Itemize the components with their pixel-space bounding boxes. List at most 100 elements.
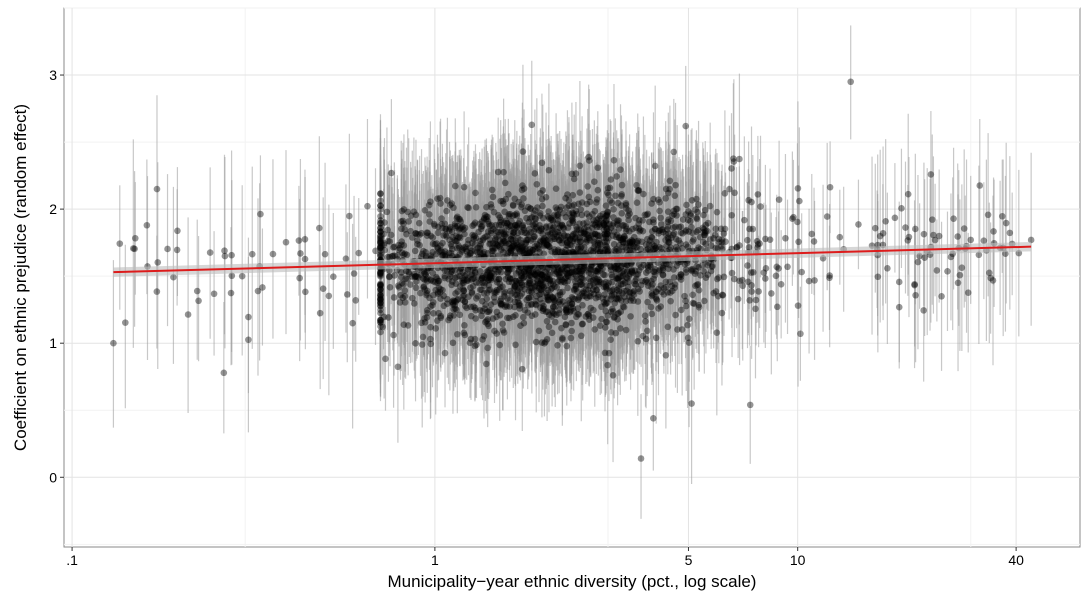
data-point [499, 248, 507, 256]
data-point [756, 240, 763, 247]
data-point [634, 298, 642, 305]
data-point [615, 275, 622, 282]
data-point [626, 239, 634, 246]
data-point [461, 272, 469, 279]
data-point [430, 309, 437, 317]
data-point [372, 247, 379, 255]
data-point [688, 267, 696, 275]
data-point [692, 267, 700, 275]
data-point [410, 208, 418, 215]
data-point [495, 231, 503, 239]
data-point [613, 231, 621, 239]
data-point [436, 194, 444, 202]
data-point [554, 263, 562, 270]
data-point [602, 224, 610, 231]
data-point [736, 277, 743, 285]
data-point [500, 237, 507, 245]
data-point [642, 335, 650, 343]
data-point [593, 268, 601, 275]
data-point [589, 286, 597, 294]
data-point [493, 289, 500, 296]
data-point [486, 271, 494, 279]
data-point [170, 273, 177, 281]
data-point [480, 290, 488, 297]
data-point [451, 274, 459, 282]
data-point [478, 218, 486, 225]
data-point [464, 275, 472, 282]
data-point [511, 282, 519, 290]
data-point [492, 236, 499, 244]
data-point [448, 281, 455, 289]
data-point [518, 273, 525, 280]
data-point [377, 242, 384, 250]
data-point [435, 309, 442, 317]
data-point [596, 212, 604, 220]
data-point [564, 191, 571, 198]
data-point [544, 241, 551, 249]
data-point [569, 219, 577, 227]
data-point [583, 294, 591, 301]
data-point [665, 236, 672, 243]
data-point [206, 249, 214, 256]
data-point [569, 209, 576, 216]
data-point [534, 266, 541, 273]
data-point [519, 247, 526, 255]
data-point [603, 230, 611, 238]
data-point [739, 276, 746, 284]
data-point [546, 237, 554, 245]
data-point [562, 213, 570, 221]
data-point [462, 271, 470, 279]
data-point [572, 278, 579, 286]
data-point [558, 265, 565, 273]
data-point [377, 281, 384, 289]
data-point [784, 263, 791, 271]
data-point [604, 189, 611, 196]
data-point [532, 220, 539, 228]
data-point [398, 225, 405, 233]
data-point [517, 269, 525, 277]
data-point [486, 306, 493, 314]
data-point [606, 287, 614, 295]
data-point [399, 249, 406, 257]
data-point [944, 267, 951, 275]
data-point [702, 221, 710, 229]
data-point [383, 208, 391, 216]
data-point [500, 329, 508, 336]
data-point [454, 295, 462, 303]
data-point [617, 308, 625, 316]
data-point [572, 264, 580, 271]
data-point [823, 213, 831, 220]
data-point [773, 263, 781, 271]
data-point [506, 303, 514, 310]
data-point [512, 270, 520, 277]
data-point [604, 184, 612, 192]
data-point [472, 234, 480, 242]
data-point [498, 221, 505, 229]
data-point [682, 122, 690, 130]
data-point [420, 283, 428, 290]
data-point [433, 250, 440, 258]
data-point [468, 288, 476, 296]
data-point [664, 323, 672, 331]
data-point [514, 234, 522, 242]
data-point [395, 246, 402, 254]
data-point [484, 277, 492, 284]
data-point [464, 204, 471, 211]
data-point [518, 245, 526, 252]
data-point [480, 248, 488, 256]
data-point [633, 199, 641, 207]
data-point [665, 239, 673, 246]
data-point [437, 247, 445, 254]
data-point [467, 249, 475, 257]
data-point [620, 268, 627, 275]
data-point [700, 268, 708, 275]
data-point [539, 307, 547, 315]
data-point [637, 263, 645, 271]
data-point [527, 205, 535, 212]
data-point [556, 277, 563, 285]
data-point [677, 240, 684, 247]
data-point [583, 282, 590, 289]
data-point [694, 281, 702, 288]
data-point [672, 311, 679, 319]
data-point [538, 282, 546, 289]
